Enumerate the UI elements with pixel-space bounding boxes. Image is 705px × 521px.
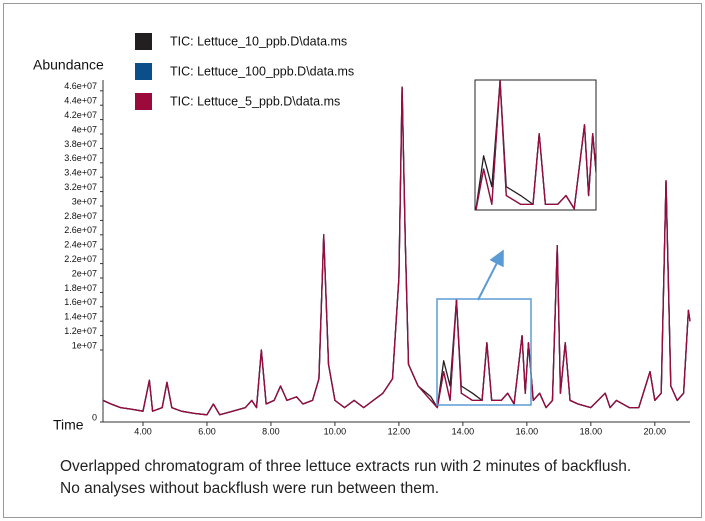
y-tick-label: 2.2e+07 xyxy=(64,254,97,264)
zoom-arrow xyxy=(477,249,504,301)
y-tick-label: 1.4e+07 xyxy=(64,312,97,322)
x-tick-label: 6.00 xyxy=(198,426,216,436)
legend-label: TIC: Lettuce_10_ppb.D\data.ms xyxy=(170,34,347,48)
x-tick-label: 8.00 xyxy=(262,426,280,436)
legend-swatch xyxy=(135,63,152,80)
series-line xyxy=(102,86,691,416)
y-tick-label: 3.4e+07 xyxy=(64,168,97,178)
y-tick-label: 3.2e+07 xyxy=(64,182,97,192)
caption: Overlapped chromatogram of three lettuce… xyxy=(60,458,632,497)
x-tick-label: 18.00 xyxy=(580,426,603,436)
x-tick-label: 14.00 xyxy=(452,426,475,436)
zoom-box xyxy=(436,298,532,406)
frame xyxy=(3,3,702,518)
series-line xyxy=(102,86,691,416)
y-tick-label: 0 xyxy=(92,412,97,422)
y-tick-label: 4.2e+07 xyxy=(64,110,97,120)
x-tick-label: 12.00 xyxy=(388,426,411,436)
legend-swatch xyxy=(135,33,152,50)
y-tick-label: 1.8e+07 xyxy=(64,283,97,293)
y-tick-label: 4.6e+07 xyxy=(64,81,97,91)
x-tick-label: 4.00 xyxy=(134,426,152,436)
y-tick-label: 2.4e+07 xyxy=(64,240,97,250)
y-axis-label: Abundance xyxy=(33,57,104,73)
y-tick-label: 1e+07 xyxy=(72,340,97,350)
x-tick-label: 16.00 xyxy=(516,426,539,436)
y-tick-label: 2.6e+07 xyxy=(64,225,97,235)
legend-label: TIC: Lettuce_100_ppb.D\data.ms xyxy=(170,64,354,78)
x-tick-label: 20.00 xyxy=(644,426,667,436)
series-line xyxy=(102,86,691,416)
y-tick-label: 2.8e+07 xyxy=(64,211,97,221)
y-tick-label: 4e+07 xyxy=(72,124,97,134)
legend-swatch xyxy=(135,93,152,110)
y-tick-label: 3e+07 xyxy=(72,196,97,206)
x-tick-label: 10.00 xyxy=(324,426,347,436)
y-tick-label: 3.6e+07 xyxy=(64,153,97,163)
y-tick-label: 1.2e+07 xyxy=(64,326,97,336)
y-tick-label: 2e+07 xyxy=(72,268,97,278)
y-tick-label: 3.8e+07 xyxy=(64,139,97,149)
x-axis-label: Time xyxy=(53,417,84,433)
legend-label: TIC: Lettuce_5_ppb.D\data.ms xyxy=(170,94,340,108)
y-tick-label: 1.6e+07 xyxy=(64,297,97,307)
y-tick-label: 4.4e+07 xyxy=(64,96,97,106)
